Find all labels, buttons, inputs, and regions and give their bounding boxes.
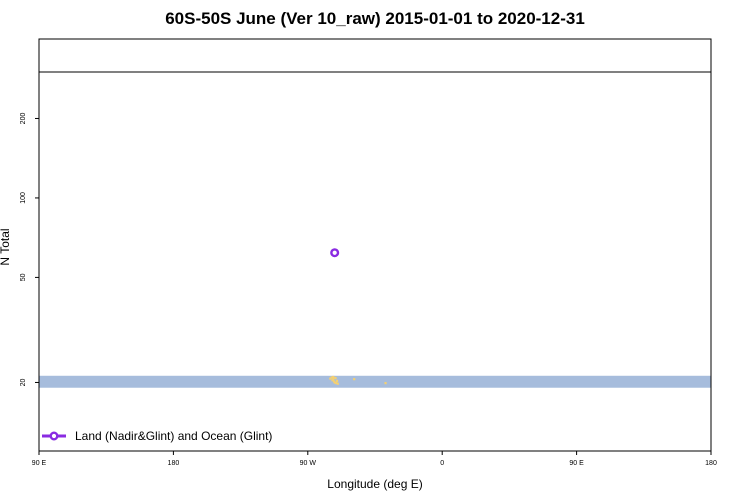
x-axis-layer: 90 E 180 90 W 0 90 E 180	[32, 451, 717, 467]
x-tick-label: 180	[168, 460, 180, 467]
land-mark	[384, 382, 387, 385]
plot-frame-layer	[38, 38, 712, 452]
land-mark	[329, 377, 332, 380]
y-axis-label: N Total	[0, 228, 12, 265]
data-point	[330, 248, 340, 258]
x-tick-label: 90 E	[32, 460, 47, 467]
legend-marker	[49, 431, 59, 441]
chart-title: 60S-50S June (Ver 10_raw) 2015-01-01 to …	[165, 9, 585, 28]
legend-label: Land (Nadir&Glint) and Ocean (Glint)	[75, 429, 272, 443]
legend: Land (Nadir&Glint) and Ocean (Glint)	[42, 429, 272, 443]
land-mark	[335, 379, 339, 382]
x-tick-label: 90 W	[300, 460, 317, 467]
y-tick-label: 50	[20, 273, 27, 281]
land-mark	[333, 381, 336, 384]
y-tick-label: 200	[20, 113, 27, 125]
land-band-layer	[39, 375, 711, 388]
land-mark	[332, 378, 335, 381]
y-axis-layer: 20 50 100 200	[20, 113, 39, 386]
land-mark	[335, 382, 338, 385]
x-axis-label: Longitude (deg E)	[327, 477, 422, 491]
x-tick-label: 90 E	[569, 460, 584, 467]
x-tick-label: 0	[440, 460, 444, 467]
land-mark	[331, 379, 334, 382]
land-mark	[332, 375, 335, 379]
land-mark	[336, 382, 339, 385]
x-tick-label: 180	[705, 460, 717, 467]
plot-frame	[38, 38, 712, 452]
land-mark	[332, 380, 336, 383]
land-mark	[353, 378, 356, 381]
y-tick-label: 20	[20, 378, 27, 386]
y-tick-label: 100	[20, 192, 27, 204]
land-mark	[334, 376, 337, 380]
latitude-band	[39, 375, 711, 388]
land-mark	[330, 376, 333, 379]
data-points-layer	[330, 248, 340, 258]
